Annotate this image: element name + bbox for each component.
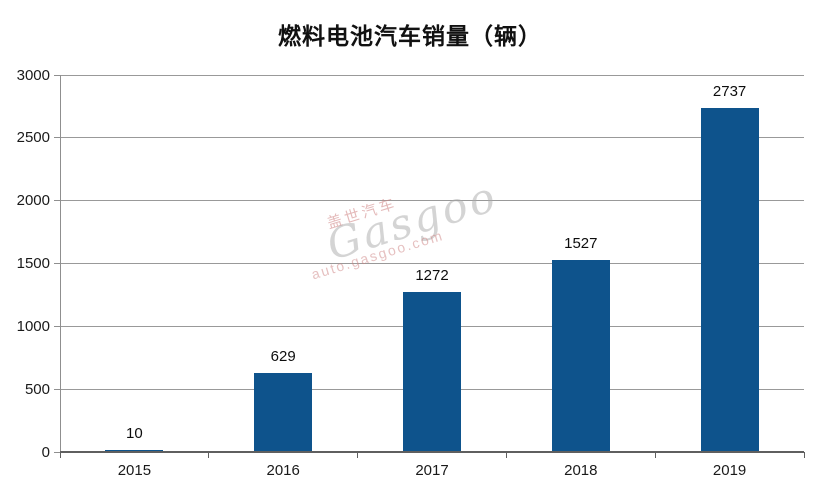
- y-axis-label-500: 500: [24, 380, 50, 398]
- watermark-chinese-text: 盖世汽车: [325, 195, 400, 233]
- y-axis-label-0: 0: [41, 443, 50, 461]
- gridline-3000: [60, 74, 804, 76]
- y-axis-label-2000: 2000: [16, 192, 50, 210]
- x-axis-label-2019: 2019: [712, 462, 747, 479]
- x-axis-label-2018: 2018: [564, 462, 598, 479]
- data-label-2019: 2737: [712, 83, 747, 101]
- gridline-1500: [60, 263, 804, 264]
- data-label-2016: 629: [270, 347, 296, 365]
- data-label-2017: 1272: [415, 267, 449, 285]
- x-axis-label-2015: 2015: [117, 462, 152, 479]
- bar-2017: [403, 292, 461, 452]
- watermark-inner: 盖世汽车 Gasgoo auto.gasgoo.com: [288, 154, 536, 284]
- gridline-2000: [60, 200, 804, 202]
- y-axis-tick-0: [54, 451, 60, 453]
- x-axis-tick-4: [654, 452, 656, 458]
- bar-2016: [254, 372, 313, 452]
- y-axis-label-2500: 2500: [16, 129, 50, 147]
- watermark-brand-text: Gasgoo: [321, 171, 504, 270]
- bar-2019: [700, 108, 759, 452]
- bar-2018: [551, 260, 610, 452]
- y-axis-tick-1000: [54, 325, 60, 327]
- chart-title: 燃料电池汽车销量（辆）: [278, 23, 542, 49]
- x-axis-tick-1: [208, 452, 210, 458]
- x-axis-label-2017: 2017: [415, 462, 449, 479]
- data-label-2018: 1527: [564, 235, 598, 253]
- y-axis-label-1000: 1000: [16, 317, 50, 335]
- x-axis-tick-3: [505, 452, 507, 458]
- x-axis-tick-5: [803, 452, 805, 458]
- x-axis-tick-2: [357, 452, 359, 458]
- x-axis-label-2016: 2016: [266, 462, 300, 479]
- y-axis-tick-2000: [54, 200, 60, 202]
- y-axis-tick-2500: [54, 137, 60, 139]
- x-axis-line: [60, 451, 804, 453]
- y-axis-label-3000: 3000: [16, 66, 50, 84]
- x-axis-tick-0: [59, 452, 61, 458]
- y-axis-line: [60, 75, 61, 452]
- y-axis-tick-1500: [54, 263, 60, 264]
- y-axis-label-1500: 1500: [16, 255, 50, 272]
- y-axis-tick-3000: [54, 74, 60, 76]
- gridline-2500: [60, 137, 804, 139]
- y-axis-tick-500: [54, 388, 60, 390]
- data-label-2015: 10: [126, 425, 143, 442]
